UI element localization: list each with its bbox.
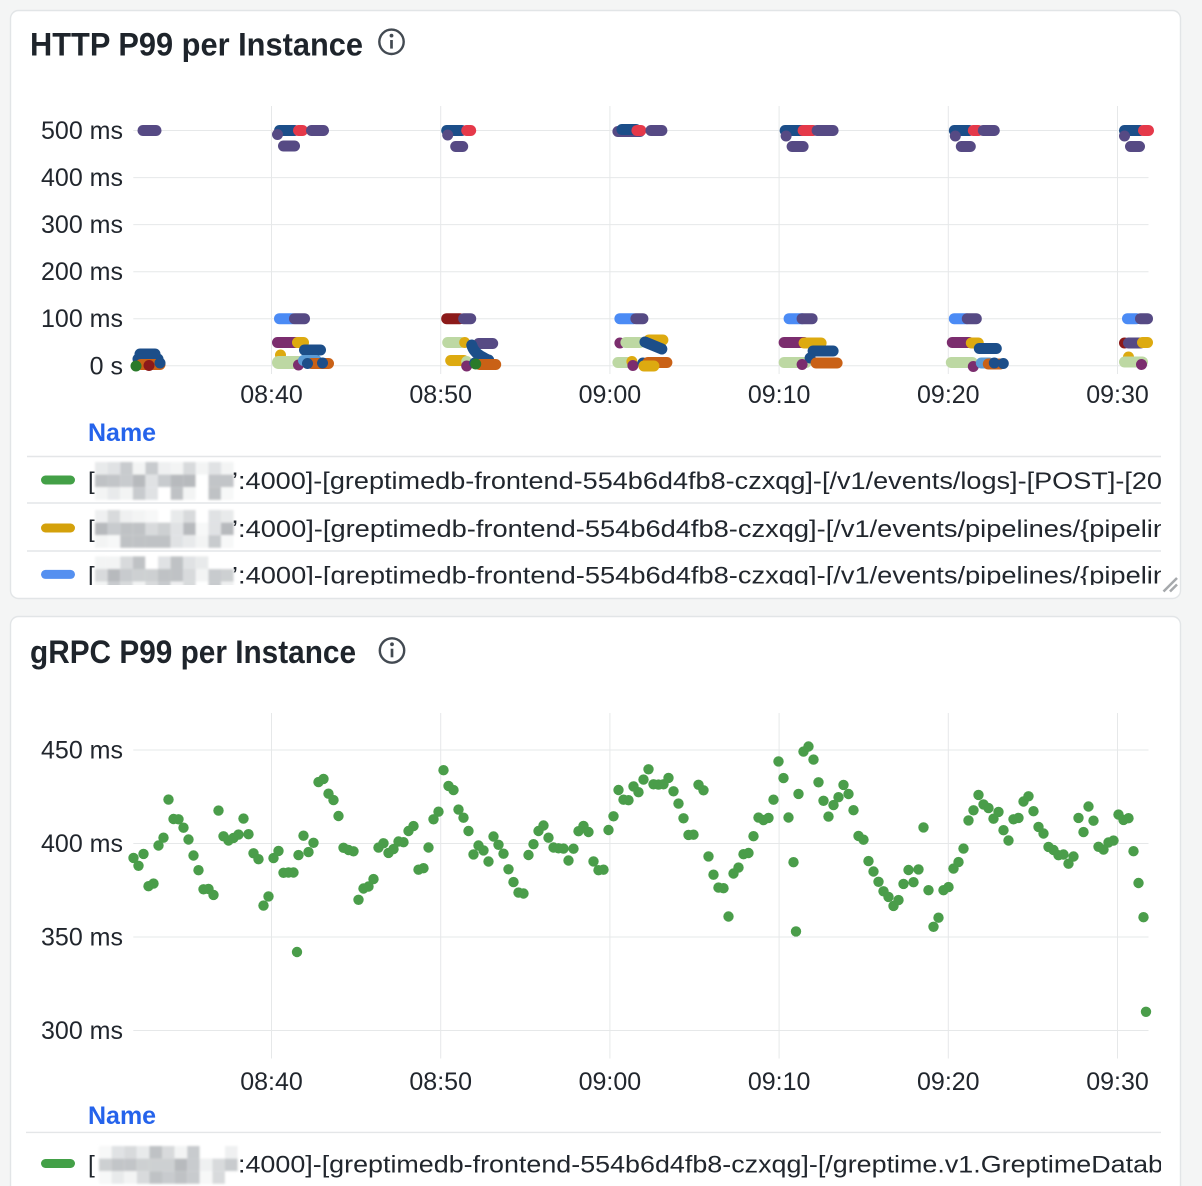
svg-text:HTTP P99 per Instance: HTTP P99 per Instance xyxy=(30,27,363,63)
svg-text:09:20: 09:20 xyxy=(917,1068,980,1096)
svg-text:450 ms: 450 ms xyxy=(41,737,123,765)
svg-text:350 ms: 350 ms xyxy=(41,924,123,952)
svg-text:500 ms: 500 ms xyxy=(41,117,123,145)
svg-text:Name: Name xyxy=(88,419,156,447)
svg-text:09:10: 09:10 xyxy=(748,381,811,409)
svg-text:08:40: 08:40 xyxy=(240,1068,303,1096)
svg-text:’:4000]-[greptimedb-frontend-5: ’:4000]-[greptimedb-frontend-554b6d4fb8-… xyxy=(232,563,1168,590)
svg-text:gRPC P99 per Instance: gRPC P99 per Instance xyxy=(30,634,356,670)
svg-text:08:50: 08:50 xyxy=(409,381,472,409)
svg-text:09:10: 09:10 xyxy=(748,1068,811,1096)
svg-text:08:50: 08:50 xyxy=(409,1068,472,1096)
svg-text:08:40: 08:40 xyxy=(240,381,303,409)
svg-text:300 ms: 300 ms xyxy=(41,211,123,239)
svg-text:09:30: 09:30 xyxy=(1086,381,1149,409)
svg-text:100 ms: 100 ms xyxy=(41,305,123,333)
svg-text::4000]-[greptimedb-frontend-55: :4000]-[greptimedb-frontend-554b6d4fb8-c… xyxy=(238,1152,1163,1179)
svg-text:[: [ xyxy=(88,516,95,543)
svg-text:200 ms: 200 ms xyxy=(41,258,123,286)
svg-text:400 ms: 400 ms xyxy=(41,164,123,192)
svg-text:09:20: 09:20 xyxy=(917,381,980,409)
svg-text:0 s: 0 s xyxy=(90,352,123,380)
svg-text:[: [ xyxy=(88,1152,95,1179)
svg-text:300 ms: 300 ms xyxy=(41,1017,123,1045)
svg-text:[: [ xyxy=(88,563,95,590)
svg-text:’:4000]-[greptimedb-frontend-5: ’:4000]-[greptimedb-frontend-554b6d4fb8-… xyxy=(232,516,1168,543)
svg-text:09:30: 09:30 xyxy=(1086,1068,1149,1096)
svg-text:[: [ xyxy=(88,468,95,495)
svg-text:’:4000]-[greptimedb-frontend-5: ’:4000]-[greptimedb-frontend-554b6d4fb8-… xyxy=(232,468,1162,495)
svg-text:09:00: 09:00 xyxy=(579,381,642,409)
svg-text:09:00: 09:00 xyxy=(579,1068,642,1096)
svg-text:400 ms: 400 ms xyxy=(41,830,123,858)
svg-text:Name: Name xyxy=(88,1102,156,1130)
